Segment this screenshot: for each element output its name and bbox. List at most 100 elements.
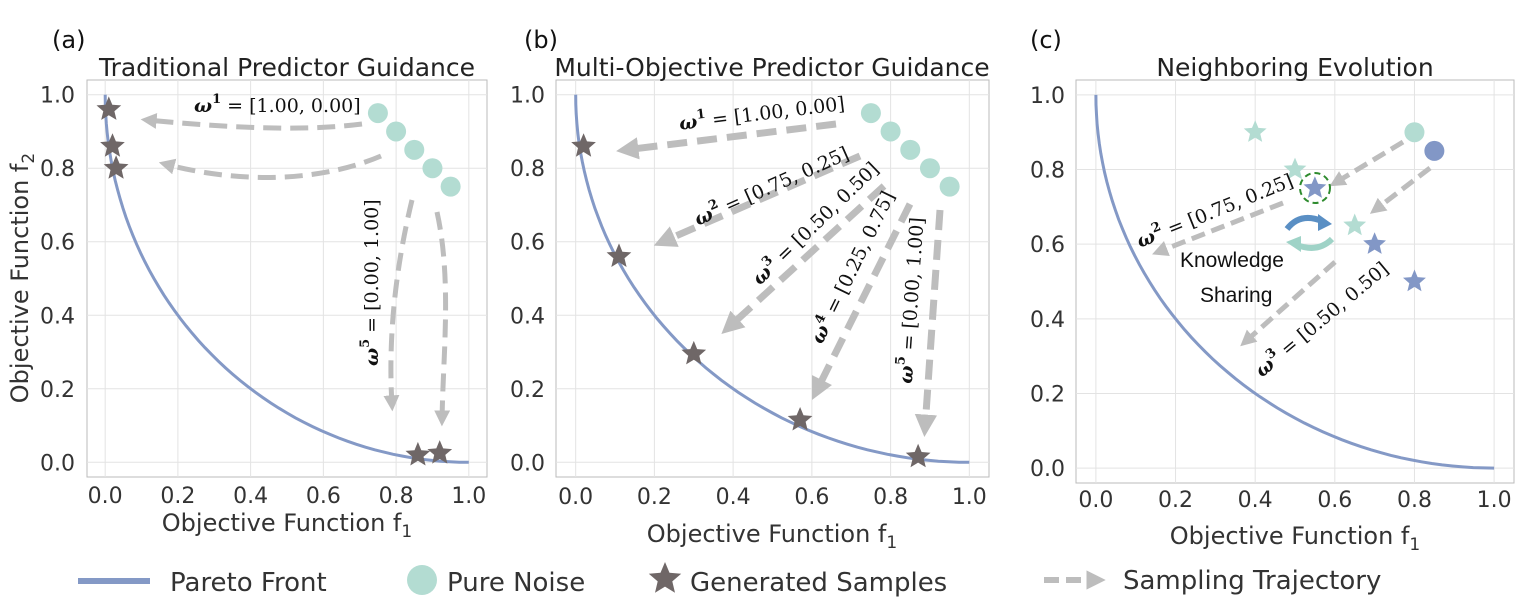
pure-noise-point [386, 121, 407, 142]
legend-trajectory-label: Sampling Trajectory [1123, 566, 1381, 596]
y-tick-label: 0.0 [1030, 457, 1065, 482]
generated-sample-point [100, 133, 125, 157]
generated-sample-point [606, 243, 632, 267]
x-tick-label: 0.2 [160, 484, 195, 509]
y-tick-label: 0.2 [1030, 382, 1065, 407]
generated-sample-point [103, 155, 129, 179]
legend-pareto-label: Pareto Front [170, 568, 327, 598]
x-tick-label: 1.0 [451, 484, 486, 509]
y-tick-label: 0.2 [510, 378, 545, 403]
knowledge-sharing-icon [1284, 214, 1335, 252]
pure-noise-points [367, 103, 461, 197]
legend-star-mark [648, 562, 682, 593]
y-tick-label: 0.6 [1030, 233, 1065, 258]
panel-b: (b) Multi-Objective Predictor Guidance ω… [510, 26, 990, 553]
chart-title: Neighboring Evolution [1156, 53, 1433, 82]
x-tick-label: 0.6 [306, 484, 341, 509]
x-tick-label: 1.0 [1477, 488, 1512, 513]
evolved-star-points [1303, 176, 1426, 292]
sampling-trajectories [616, 120, 944, 437]
evolved-point [1424, 140, 1445, 161]
trajectory-arrow [914, 209, 944, 437]
noise-star-point [1343, 213, 1367, 236]
pure-noise-point [404, 139, 425, 160]
y-tick-label: 0.4 [1030, 308, 1065, 333]
y-tick-labels: 0.0 0.2 0.4 0.6 0.8 1.0 [1030, 84, 1065, 482]
chart-title: Multi-Objective Predictor Guidance [554, 53, 989, 82]
x-axis-label: Objective Function f1 [647, 520, 897, 553]
trajectory-arrow [721, 183, 887, 335]
weight-label: ω5 = [0.00, 1.00] [358, 199, 383, 366]
pure-noise-point [939, 176, 960, 197]
trajectory-arrow [811, 202, 914, 401]
pure-noise-point [440, 176, 461, 197]
plot-frame [86, 79, 488, 478]
panel-c: (c) Neighboring Evolution Knowledge Shar… [1030, 26, 1515, 555]
x-tick-labels: 0.0 0.2 0.4 0.6 0.8 1.0 [558, 485, 987, 510]
generated-sample-point [405, 441, 431, 466]
y-tick-labels: 0.0 0.2 0.4 0.6 0.8 1.0 [510, 84, 545, 477]
chart-title: Traditional Predictor Guidance [98, 53, 475, 82]
y-tick-label: 0.0 [40, 451, 75, 476]
y-tick-label: 0.4 [510, 304, 545, 329]
trajectory-arrow [616, 120, 837, 160]
legend-noise-label: Pure Noise [447, 568, 585, 598]
noise-star-point [1283, 157, 1307, 180]
x-tick-labels: 0.0 0.2 0.4 0.6 0.8 1.0 [1078, 488, 1511, 513]
y-tick-label: 0.0 [510, 451, 545, 476]
x-tick-label: 0.0 [88, 484, 123, 509]
x-tick-label: 0.2 [637, 485, 672, 510]
generated-sample-point [96, 96, 122, 120]
noise-star-points [1243, 120, 1367, 236]
x-tick-label: 1.0 [952, 485, 987, 510]
pure-noise-point [919, 158, 940, 179]
evolved-star-point [1403, 269, 1426, 292]
x-tick-label: 0.8 [379, 484, 414, 509]
y-tick-label: 0.8 [40, 157, 75, 182]
legend-noise-swatch [407, 565, 437, 595]
pure-noise-point [367, 103, 388, 124]
legend: Pareto Front Pure Noise Generated Sample… [78, 562, 1381, 598]
y-tick-label: 1.0 [510, 84, 545, 109]
x-axis-label: Objective Function f1 [1170, 522, 1420, 555]
x-tick-label: 0.0 [1078, 488, 1113, 513]
grid [87, 80, 487, 477]
x-tick-label: 0.6 [1317, 488, 1352, 513]
trajectory-arrow [1329, 139, 1405, 187]
x-tick-label: 0.4 [716, 485, 751, 510]
pareto-front-line [103, 94, 469, 464]
annotation-text: Knowledge [1180, 249, 1284, 272]
generated-sample-point [427, 440, 453, 464]
y-tick-label: 1.0 [1030, 84, 1065, 109]
pure-noise-points [860, 103, 960, 197]
trajectory-arrow [1152, 200, 1284, 256]
x-tick-labels: 0.0 0.2 0.4 0.6 0.8 1.0 [88, 484, 487, 509]
trajectory-arrow [653, 152, 862, 247]
legend-generated-swatch [648, 562, 682, 593]
generated-sample-points [96, 96, 453, 466]
x-axis-label: Objective Function f1 [162, 509, 412, 542]
x-tick-label: 0.2 [1158, 488, 1193, 513]
pure-noise-point [880, 121, 901, 142]
generated-sample-point [571, 133, 596, 157]
y-tick-label: 1.0 [40, 84, 75, 109]
panel-label: (a) [52, 26, 85, 54]
noise-star-point [1243, 120, 1267, 142]
generated-sample-points [571, 133, 931, 468]
sampling-trajectories [1152, 139, 1432, 347]
trajectory-arrow [158, 153, 382, 180]
y-tick-label: 0.8 [1030, 159, 1065, 184]
pure-noise-point [1404, 122, 1425, 143]
y-tick-labels: 0.0 0.2 0.4 0.6 0.8 1.0 [40, 84, 75, 477]
plot-frame [1075, 79, 1515, 484]
pure-noise-point [900, 139, 921, 160]
y-tick-label: 0.4 [40, 304, 75, 329]
panel-label: (b) [524, 26, 558, 54]
panel-a: (a) Traditional Predictor Guidance ω1 = … [6, 26, 488, 542]
x-tick-label: 0.8 [873, 485, 908, 510]
trajectory-arrow [1369, 166, 1432, 214]
y-tick-label: 0.6 [510, 231, 545, 256]
pure-noise-points [1404, 122, 1425, 143]
x-tick-label: 0.0 [558, 485, 593, 510]
